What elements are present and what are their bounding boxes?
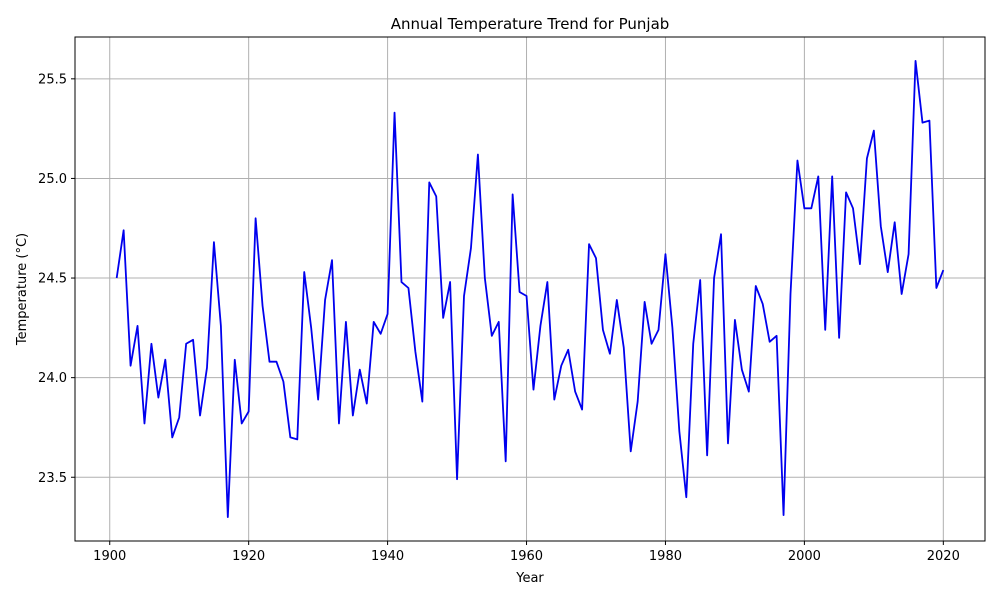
y-tick-label: 23.5 — [38, 471, 67, 486]
x-axis-ticks: 1900 1920 1940 1960 1980 2000 2020 — [93, 541, 960, 564]
y-tick-label: 24.5 — [38, 272, 67, 287]
x-axis-label: Year — [515, 571, 544, 586]
chart-title: Annual Temperature Trend for Punjab — [391, 15, 670, 33]
x-tick-label: 2000 — [788, 549, 821, 564]
y-tick-label: 25.0 — [38, 172, 67, 187]
x-tick-label: 1960 — [510, 549, 543, 564]
x-tick-label: 1940 — [371, 549, 404, 564]
grid-lines — [75, 37, 985, 541]
y-tick-label: 25.5 — [38, 72, 67, 87]
y-axis-label: Temperature (°C) — [15, 233, 30, 346]
x-tick-label: 1920 — [232, 549, 265, 564]
x-tick-label: 1980 — [649, 549, 682, 564]
y-tick-label: 24.0 — [38, 371, 67, 386]
x-tick-label: 2020 — [927, 549, 960, 564]
x-tick-label: 1900 — [93, 549, 126, 564]
series-line-group — [115, 60, 945, 518]
plot-area-frame — [74, 36, 986, 542]
y-axis-ticks: 23.5 24.0 24.5 25.0 25.5 — [38, 72, 75, 486]
temperature-series-line — [115, 60, 945, 518]
